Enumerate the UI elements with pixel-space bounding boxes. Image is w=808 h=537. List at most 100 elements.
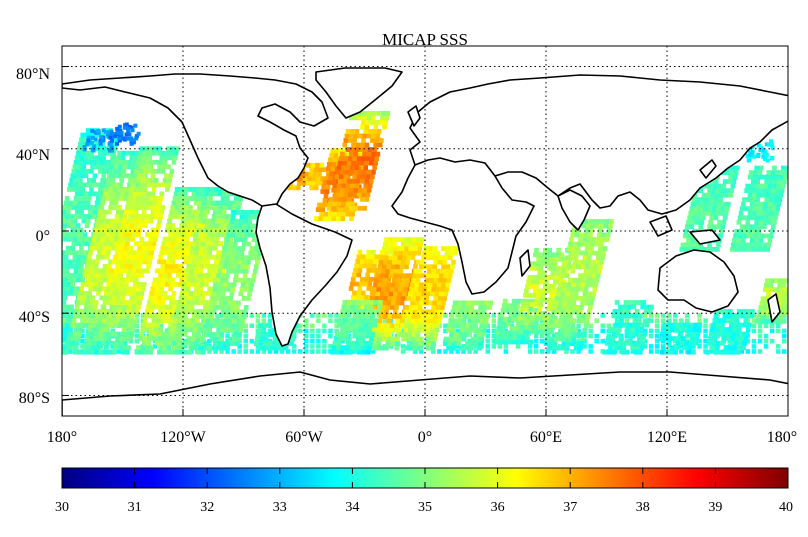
sss-cell [790, 287, 795, 292]
sss-cell [367, 147, 373, 152]
sss-cell [66, 340, 71, 346]
sss-cell [782, 313, 787, 318]
sss-cell [400, 323, 405, 328]
sss-cell [426, 341, 432, 346]
sss-cell [320, 189, 325, 194]
sss-cell [44, 300, 49, 305]
sss-cell [762, 152, 767, 157]
sss-cell [166, 164, 171, 170]
sss-cell [763, 149, 768, 154]
sss-cell [735, 349, 741, 355]
sss-cell [747, 210, 753, 216]
sss-cell [63, 309, 69, 314]
sss-cell [757, 224, 763, 230]
sss-cell [763, 333, 769, 339]
sss-cell [696, 327, 702, 332]
sss-cell [648, 333, 654, 339]
sss-cell [781, 319, 787, 324]
sss-cell [132, 209, 138, 215]
sss-cell [82, 232, 88, 237]
sss-cell [396, 314, 401, 319]
sss-cell [364, 277, 369, 282]
sss-cell [352, 272, 357, 278]
sss-cell [139, 291, 145, 296]
sss-cell [178, 313, 184, 319]
sss-cell [691, 349, 696, 355]
sss-cell [212, 191, 218, 197]
sss-cell [94, 182, 100, 188]
sss-cell [262, 323, 268, 328]
sss-cell [684, 322, 689, 328]
sss-cell [373, 259, 378, 264]
sss-cell [419, 237, 425, 242]
sss-cell [539, 297, 545, 303]
sss-cell [158, 272, 163, 278]
sss-cell [184, 200, 190, 206]
sss-cell [110, 232, 116, 237]
sss-cell [231, 246, 237, 251]
sss-cell [382, 264, 387, 270]
sss-cell [366, 268, 372, 273]
sss-cell [465, 341, 470, 346]
sss-cell [194, 250, 199, 256]
sss-cell [411, 277, 416, 283]
sss-cell [778, 296, 783, 302]
sss-cell [358, 345, 363, 351]
sss-cell [319, 180, 324, 186]
sss-cell [691, 215, 697, 221]
sss-cell [701, 247, 707, 252]
sss-cell [237, 344, 242, 349]
sss-cell [179, 277, 184, 283]
sss-cell [140, 286, 146, 292]
sss-cell [556, 265, 561, 271]
sss-cell [131, 250, 137, 256]
sss-cell [89, 141, 94, 145]
sss-cell [375, 309, 381, 314]
sss-cell [105, 254, 110, 260]
sss-cell [519, 324, 525, 330]
sss-cell [570, 349, 575, 354]
sss-cell [355, 160, 361, 166]
sss-cell [503, 344, 509, 349]
coastline-australia [657, 249, 739, 313]
sss-cell [796, 278, 801, 283]
sss-cell [199, 209, 205, 215]
sss-cell [739, 242, 745, 248]
sss-cell [75, 322, 80, 328]
sss-cell [690, 201, 696, 207]
sss-cell [264, 332, 270, 337]
sss-cell [447, 323, 452, 328]
sss-cell [176, 254, 181, 260]
sss-cell [193, 254, 198, 260]
sss-cell [300, 172, 305, 177]
sss-cell [363, 147, 368, 152]
sss-cell [340, 187, 345, 193]
sss-cell [455, 328, 460, 334]
sss-cell [429, 277, 434, 283]
sss-cell [723, 309, 729, 314]
sss-cell [351, 318, 356, 323]
sss-cell [115, 336, 120, 341]
sss-cell [491, 328, 497, 334]
sss-cell [743, 318, 749, 323]
sss-cell [188, 259, 193, 265]
sss-cell [411, 332, 416, 337]
sss-cell [255, 318, 261, 323]
colorbar: 30 31 32 33 34 35 36 37 38 39 40 [55, 467, 793, 515]
sss-cell [261, 318, 267, 323]
sss-cell [240, 246, 246, 251]
sss-cell [364, 295, 369, 300]
sss-cell [589, 228, 594, 233]
sss-cell [758, 238, 764, 243]
sss-cell [675, 322, 681, 328]
sss-cell [255, 241, 260, 247]
sss-cell [142, 223, 148, 228]
sss-cell [215, 218, 220, 224]
sss-cell [372, 305, 377, 310]
sss-cell [329, 171, 334, 176]
sss-cell [147, 300, 152, 305]
sss-cell [182, 209, 188, 215]
sss-cell [103, 146, 109, 152]
sss-cell [600, 338, 605, 344]
sss-cell [57, 300, 62, 305]
